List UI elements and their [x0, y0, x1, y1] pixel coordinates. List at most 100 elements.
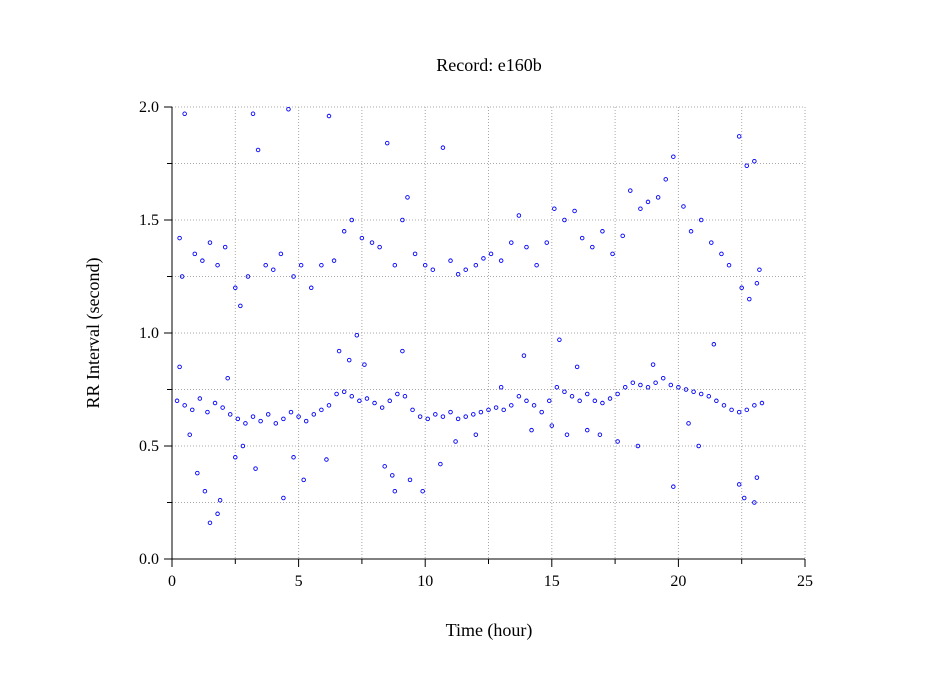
data-point — [590, 244, 595, 250]
data-point — [554, 384, 560, 390]
data-point — [562, 389, 567, 395]
data-point — [471, 412, 476, 417]
data-point — [729, 407, 734, 413]
x-tick-label: 5 — [295, 573, 303, 590]
data-point — [271, 267, 276, 272]
data-point — [382, 464, 387, 469]
data-point — [349, 394, 355, 399]
data-point — [407, 477, 413, 483]
data-point — [455, 271, 461, 277]
data-point — [681, 204, 686, 209]
data-point — [463, 414, 468, 419]
data-point — [225, 375, 230, 381]
data-point — [736, 409, 742, 415]
data-point — [706, 394, 712, 399]
data-point — [579, 235, 585, 241]
data-point — [296, 414, 301, 419]
data-point — [336, 348, 342, 354]
y-tick-label: 0.5 — [139, 438, 159, 455]
data-point — [486, 407, 491, 413]
axes: 0 5 10 15 20 25 0.0 0.5 1.0 1.5 2.0 — [139, 99, 813, 590]
data-point — [752, 403, 757, 408]
data-point — [577, 398, 582, 404]
chart-title: Record: e160b — [436, 55, 541, 75]
data-point — [410, 407, 415, 413]
data-point — [711, 342, 717, 347]
data-point — [238, 303, 243, 309]
data-point — [653, 380, 658, 385]
data-point — [569, 394, 575, 399]
data-point — [187, 432, 192, 437]
data-point — [615, 391, 620, 397]
y-tick-label: 2.0 — [139, 99, 159, 116]
data-point — [719, 251, 724, 257]
data-point — [240, 443, 246, 449]
data-point — [400, 348, 405, 354]
data-point — [215, 262, 220, 268]
data-point — [331, 258, 337, 263]
data-point — [227, 412, 233, 417]
data-point — [288, 409, 294, 415]
data-point — [278, 251, 284, 257]
data-point — [754, 475, 760, 480]
data-point — [698, 391, 704, 397]
data-point — [600, 400, 605, 406]
data-point — [620, 233, 625, 239]
data-point — [197, 396, 203, 401]
data-point — [369, 240, 375, 245]
data-point — [200, 258, 205, 263]
data-point — [379, 405, 385, 410]
data-point — [691, 389, 696, 395]
data-point — [298, 262, 304, 268]
data-point — [741, 495, 747, 501]
data-point — [349, 217, 355, 223]
data-point — [392, 262, 398, 268]
data-point — [390, 473, 395, 478]
data-point — [516, 394, 522, 399]
data-point — [346, 357, 352, 363]
x-tick-label: 20 — [670, 573, 686, 590]
data-point — [752, 500, 757, 505]
data-point — [243, 421, 248, 426]
data-point — [584, 391, 590, 397]
data-point — [574, 364, 580, 370]
data-point — [405, 195, 410, 200]
data-point — [630, 380, 636, 385]
data-point — [212, 400, 218, 406]
data-point — [638, 206, 643, 211]
data-point — [255, 147, 261, 153]
data-point — [683, 387, 689, 392]
data-point — [557, 337, 562, 343]
data-point — [531, 403, 537, 408]
data-point — [334, 391, 339, 397]
data-point — [645, 199, 651, 205]
data-point — [534, 262, 539, 268]
y-tick-label: 0.0 — [139, 551, 159, 568]
data-point — [448, 258, 453, 263]
data-point — [182, 111, 187, 117]
data-point — [726, 262, 732, 268]
data-point — [286, 107, 291, 112]
data-point — [364, 396, 370, 401]
data-point — [233, 455, 238, 460]
data-point — [438, 461, 443, 467]
data-point — [265, 412, 271, 417]
data-point — [258, 418, 263, 424]
data-point — [709, 240, 714, 245]
data-point — [245, 274, 251, 279]
data-point — [207, 520, 213, 526]
data-point — [544, 240, 549, 245]
data-point — [174, 398, 180, 404]
data-point — [253, 466, 258, 471]
data-point — [273, 421, 279, 426]
data-point — [392, 488, 398, 494]
data-point — [584, 427, 590, 433]
data-point — [455, 416, 461, 422]
data-point — [521, 353, 527, 358]
data-point — [217, 497, 223, 503]
data-point — [425, 416, 430, 422]
data-point — [547, 398, 552, 404]
data-point — [324, 457, 329, 462]
data-point — [747, 296, 752, 302]
